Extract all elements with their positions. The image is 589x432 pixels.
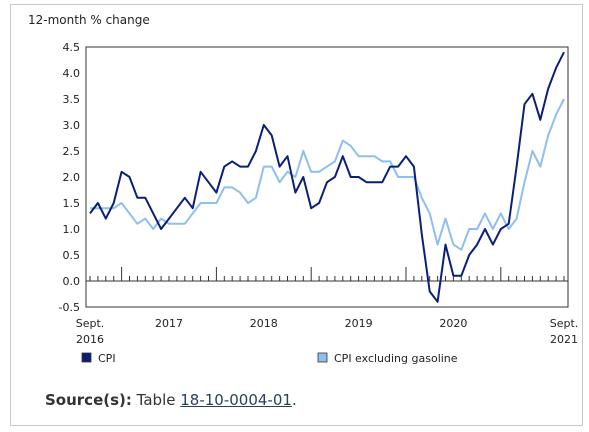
plot-area [85,46,569,308]
x-tick-label: 2019 [345,317,373,330]
plot-border [85,46,569,308]
x-tick-label: Sept. [550,317,579,330]
legend-label: CPI [98,352,116,365]
y-tick-label: 1.0 [63,223,81,236]
x-tick-label-year: 2021 [550,333,578,346]
x-tick-label: Sept. [76,317,105,330]
y-tick-label: 0.5 [63,249,81,262]
y-tick-label: 2.0 [63,171,81,184]
y-tick-label: -0.5 [59,301,80,314]
x-axis: Sept. 2016 2017 2018 2019 2020 Sept. 2021 [76,267,579,346]
source-line: Source(s): Table 18-10-0004-01. [45,391,297,409]
y-tick-label: 4.0 [63,67,81,80]
legend-swatch [81,352,92,363]
y-tick-label: 3.5 [63,93,81,106]
y-tick-label: 0.0 [63,275,81,288]
y-tick-label: 4.5 [63,41,81,54]
x-tick-label: 2017 [155,317,183,330]
legend-swatch [317,352,328,363]
source-label: Source(s): [45,391,132,409]
y-tick-label: 3.0 [63,119,81,132]
legend-label: CPI excluding gasoline [334,352,458,365]
series-lines [89,51,565,303]
x-tick-label: 2018 [250,317,278,330]
x-tick-label-year: 2016 [76,333,104,346]
source-suffix: . [291,391,297,409]
x-tick-label: 2020 [439,317,467,330]
y-tick-label: 2.5 [63,145,81,158]
source-prefix: Table [136,391,176,409]
legend: CPI CPI excluding gasoline [81,352,458,365]
series-line-cpi [89,51,565,303]
y-axis: 4.5 4.0 3.5 3.0 2.5 2.0 1.5 1.0 0.5 0.0 -0.5 [59,41,80,314]
series-line-cpi-excluding-gasoline [90,98,565,251]
y-tick-label: 1.5 [63,197,81,210]
y-axis-title: 12-month % change [28,13,150,27]
source-table-link[interactable]: 18-10-0004-01 [180,391,292,409]
chart-frame [10,4,583,426]
